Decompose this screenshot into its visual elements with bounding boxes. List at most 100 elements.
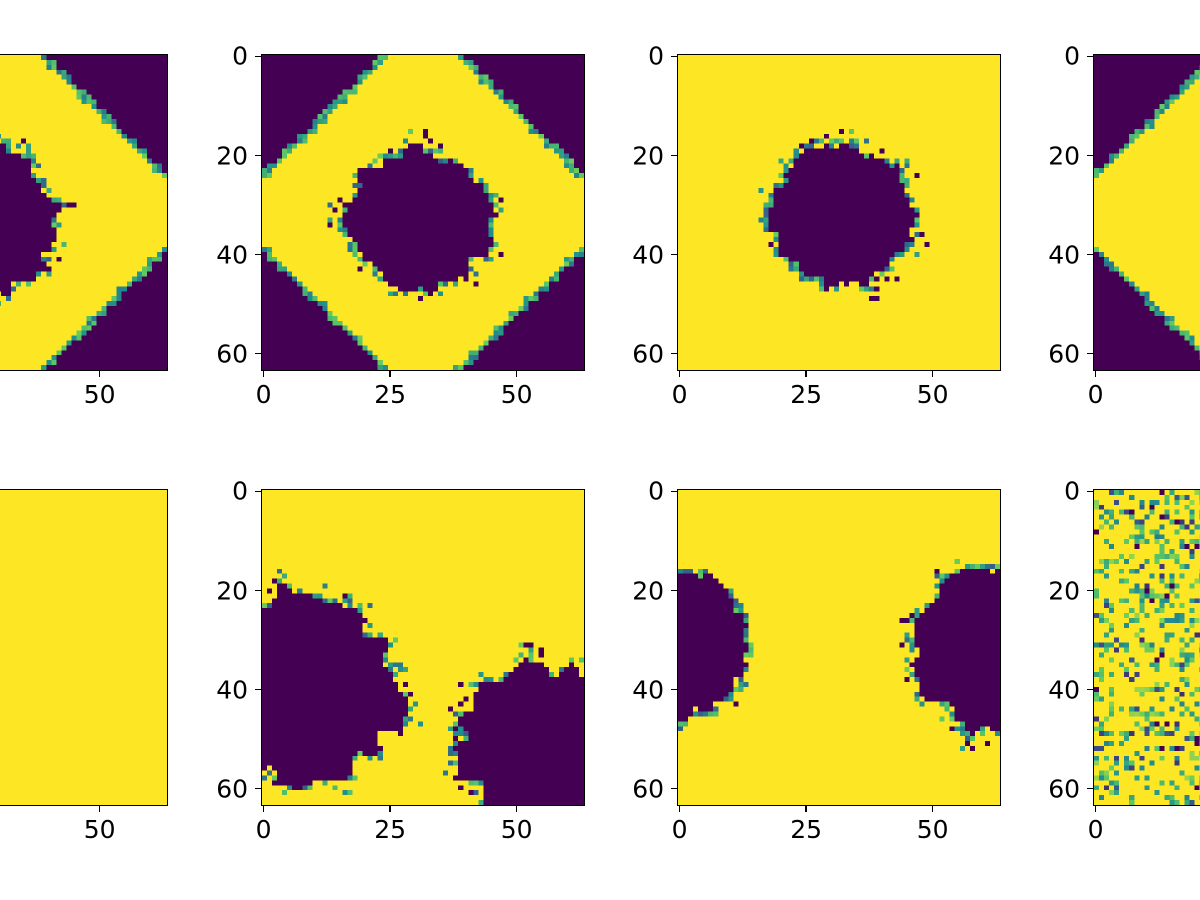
xtick-r0c2-50: [932, 371, 934, 377]
yticklabel-r1c2-0: 0: [648, 476, 664, 506]
xticklabel-r1c3-0: 0: [1087, 815, 1104, 844]
yticklabel-r0c1-20: 20: [216, 141, 248, 171]
yticklabel-r0c2-40: 40: [632, 240, 664, 270]
heatmap-image-r1c2: [678, 490, 1000, 805]
xticklabel-r0c1-0: 0: [255, 380, 272, 409]
yticklabel-r0c1-0: 0: [232, 41, 248, 71]
xticklabel-r0c1-25: 25: [374, 380, 406, 409]
xtick-r1c3-0: [1094, 806, 1097, 812]
subplot-r1c1: 0 25 50 0 20 40 60: [216, 479, 585, 842]
xticklabel-r0c2-50: 50: [916, 380, 949, 409]
axes-area-r0c0: [0, 54, 168, 371]
ytick-r1c3-0: [1087, 490, 1093, 493]
xtick-r1c1-50: [516, 806, 518, 812]
axes-area-r1c2: [677, 489, 1001, 806]
xtick-r1c1-0: [262, 806, 265, 812]
heatmap-image-r0c1: [262, 55, 584, 370]
xtick-r1c2-0: [678, 806, 681, 812]
heatmap-image-r0c2: [678, 55, 1000, 370]
ytick-r1c2-0: [671, 490, 677, 493]
ytick-r1c3-40: [1087, 688, 1093, 691]
ytick-r0c3-20: [1087, 154, 1093, 157]
yticklabel-r1c2-40: 40: [632, 675, 664, 705]
xticklabel-r1c2-25: 25: [790, 815, 822, 844]
yticklabel-r1c1-60: 60: [216, 774, 248, 804]
yticklabel-r1c3-20: 20: [1048, 576, 1080, 606]
yticklabel-r0c2-0: 0: [648, 41, 664, 71]
heatmap-image-r1c3: [1094, 490, 1200, 805]
xticklabel-r1c2-50: 50: [916, 815, 949, 844]
heatmap-image-r0c0: [0, 55, 167, 370]
ytick-r1c1-40: [255, 688, 261, 691]
axes-area-r1c3: [1093, 489, 1200, 806]
xtick-r0c1-50: [516, 371, 518, 377]
xticklabel-r1c0-50: 50: [83, 815, 116, 844]
xtick-r1c2-25: [805, 806, 807, 812]
xticklabel-r1c2-0: 0: [671, 815, 688, 844]
yticklabel-r1c1-40: 40: [216, 675, 248, 705]
yticklabel-r1c1-0: 0: [232, 476, 248, 506]
subplot-r1c2: 0 25 50 0 20 40 60: [632, 479, 1001, 842]
yticklabel-r0c2-20: 20: [632, 141, 664, 171]
ytick-r1c3-60: [1087, 788, 1093, 790]
axes-area-r0c1: [261, 54, 585, 371]
xtick-r1c2-50: [932, 806, 934, 812]
xticklabel-r0c3-0: 0: [1087, 380, 1104, 409]
ytick-r1c1-0: [255, 490, 261, 493]
subplot-r0c1: 0 25 50 0 20 40 60: [216, 44, 585, 407]
yticklabel-r0c3-60: 60: [1048, 339, 1080, 369]
ytick-r0c3-0: [1087, 55, 1093, 58]
xtick-r0c2-0: [678, 371, 681, 377]
xticklabel-r0c2-0: 0: [671, 380, 688, 409]
xtick-r1c1-25: [389, 806, 391, 812]
xticklabel-r0c1-50: 50: [500, 380, 533, 409]
heatmap-image-r0c3: [1094, 55, 1200, 370]
xticklabel-r0c2-25: 25: [790, 380, 822, 409]
yticklabel-r0c3-20: 20: [1048, 141, 1080, 171]
xtick-r0c1-0: [262, 371, 265, 377]
ytick-r1c2-40: [671, 688, 677, 691]
subplot-r0c2: 0 25 50 0 20 40 60: [632, 44, 1001, 407]
axes-area-r1c0: [0, 489, 168, 806]
axes-area-r0c2: [677, 54, 1001, 371]
yticklabel-r1c2-60: 60: [632, 774, 664, 804]
yticklabel-r1c3-60: 60: [1048, 774, 1080, 804]
xticklabel-r0c0-50: 50: [83, 380, 116, 409]
yticklabel-r0c3-40: 40: [1048, 240, 1080, 270]
ytick-r1c2-60: [671, 788, 677, 790]
yticklabel-r1c1-20: 20: [216, 576, 248, 606]
ytick-r0c1-40: [255, 253, 261, 256]
ytick-r1c1-20: [255, 589, 261, 592]
ytick-r0c2-40: [671, 253, 677, 256]
heatmap-image-r1c1: [262, 490, 584, 805]
ytick-r1c3-20: [1087, 589, 1093, 592]
heatmap-image-r1c0: [0, 490, 167, 805]
yticklabel-r1c2-20: 20: [632, 576, 664, 606]
ytick-r0c1-0: [255, 55, 261, 58]
ytick-r0c3-60: [1087, 353, 1093, 355]
yticklabel-r1c3-40: 40: [1048, 675, 1080, 705]
yticklabel-r1c3-0: 0: [1064, 476, 1080, 506]
axes-area-r0c3: [1093, 54, 1200, 371]
yticklabel-r0c2-60: 60: [632, 339, 664, 369]
xticklabel-r1c1-25: 25: [374, 815, 406, 844]
xticklabel-r1c1-50: 50: [500, 815, 533, 844]
ytick-r1c1-60: [255, 788, 261, 790]
xtick-r0c1-25: [389, 371, 391, 377]
ytick-r0c3-40: [1087, 253, 1093, 256]
xtick-r0c3-0: [1094, 371, 1097, 377]
ytick-r0c2-0: [671, 55, 677, 58]
ytick-r0c2-60: [671, 353, 677, 355]
ytick-r0c1-20: [255, 154, 261, 157]
ytick-r0c1-60: [255, 353, 261, 355]
yticklabel-r0c3-0: 0: [1064, 41, 1080, 71]
yticklabel-r0c1-40: 40: [216, 240, 248, 270]
xticklabel-r1c1-0: 0: [255, 815, 272, 844]
xtick-r1c0-50: [99, 806, 101, 812]
axes-area-r1c1: [261, 489, 585, 806]
